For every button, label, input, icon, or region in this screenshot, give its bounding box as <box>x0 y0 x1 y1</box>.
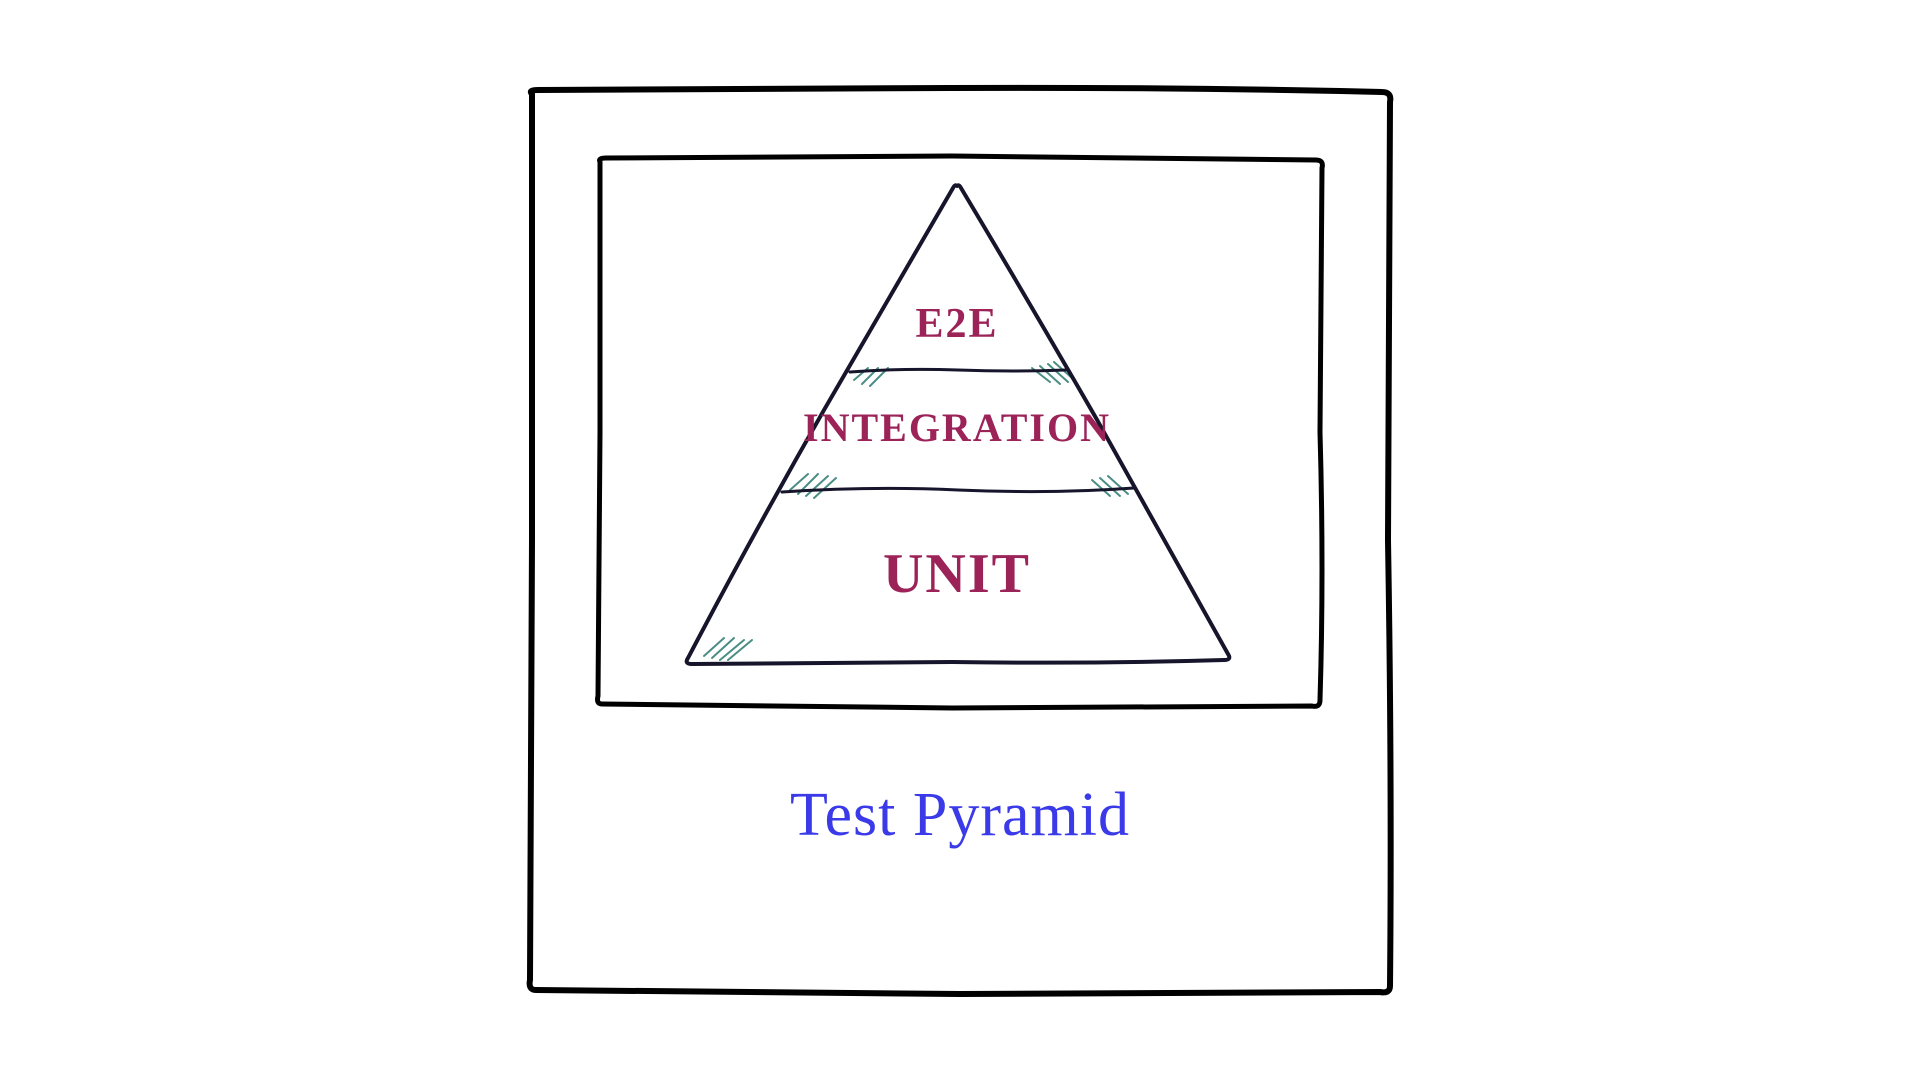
inner-frame: E2E INTEGRATION UNIT <box>592 152 1328 712</box>
tier-e2e-label: E2E <box>682 300 1232 348</box>
test-pyramid: E2E INTEGRATION UNIT <box>682 182 1232 672</box>
divider-bottom <box>782 488 1134 492</box>
diagram-title: Test Pyramid <box>520 780 1400 851</box>
divider-top <box>850 369 1066 372</box>
tier-integration-label: INTEGRATION <box>682 404 1232 451</box>
polaroid-frame: E2E INTEGRATION UNIT Test Pyramid <box>520 80 1400 1000</box>
tier-unit-label: UNIT <box>682 542 1232 606</box>
